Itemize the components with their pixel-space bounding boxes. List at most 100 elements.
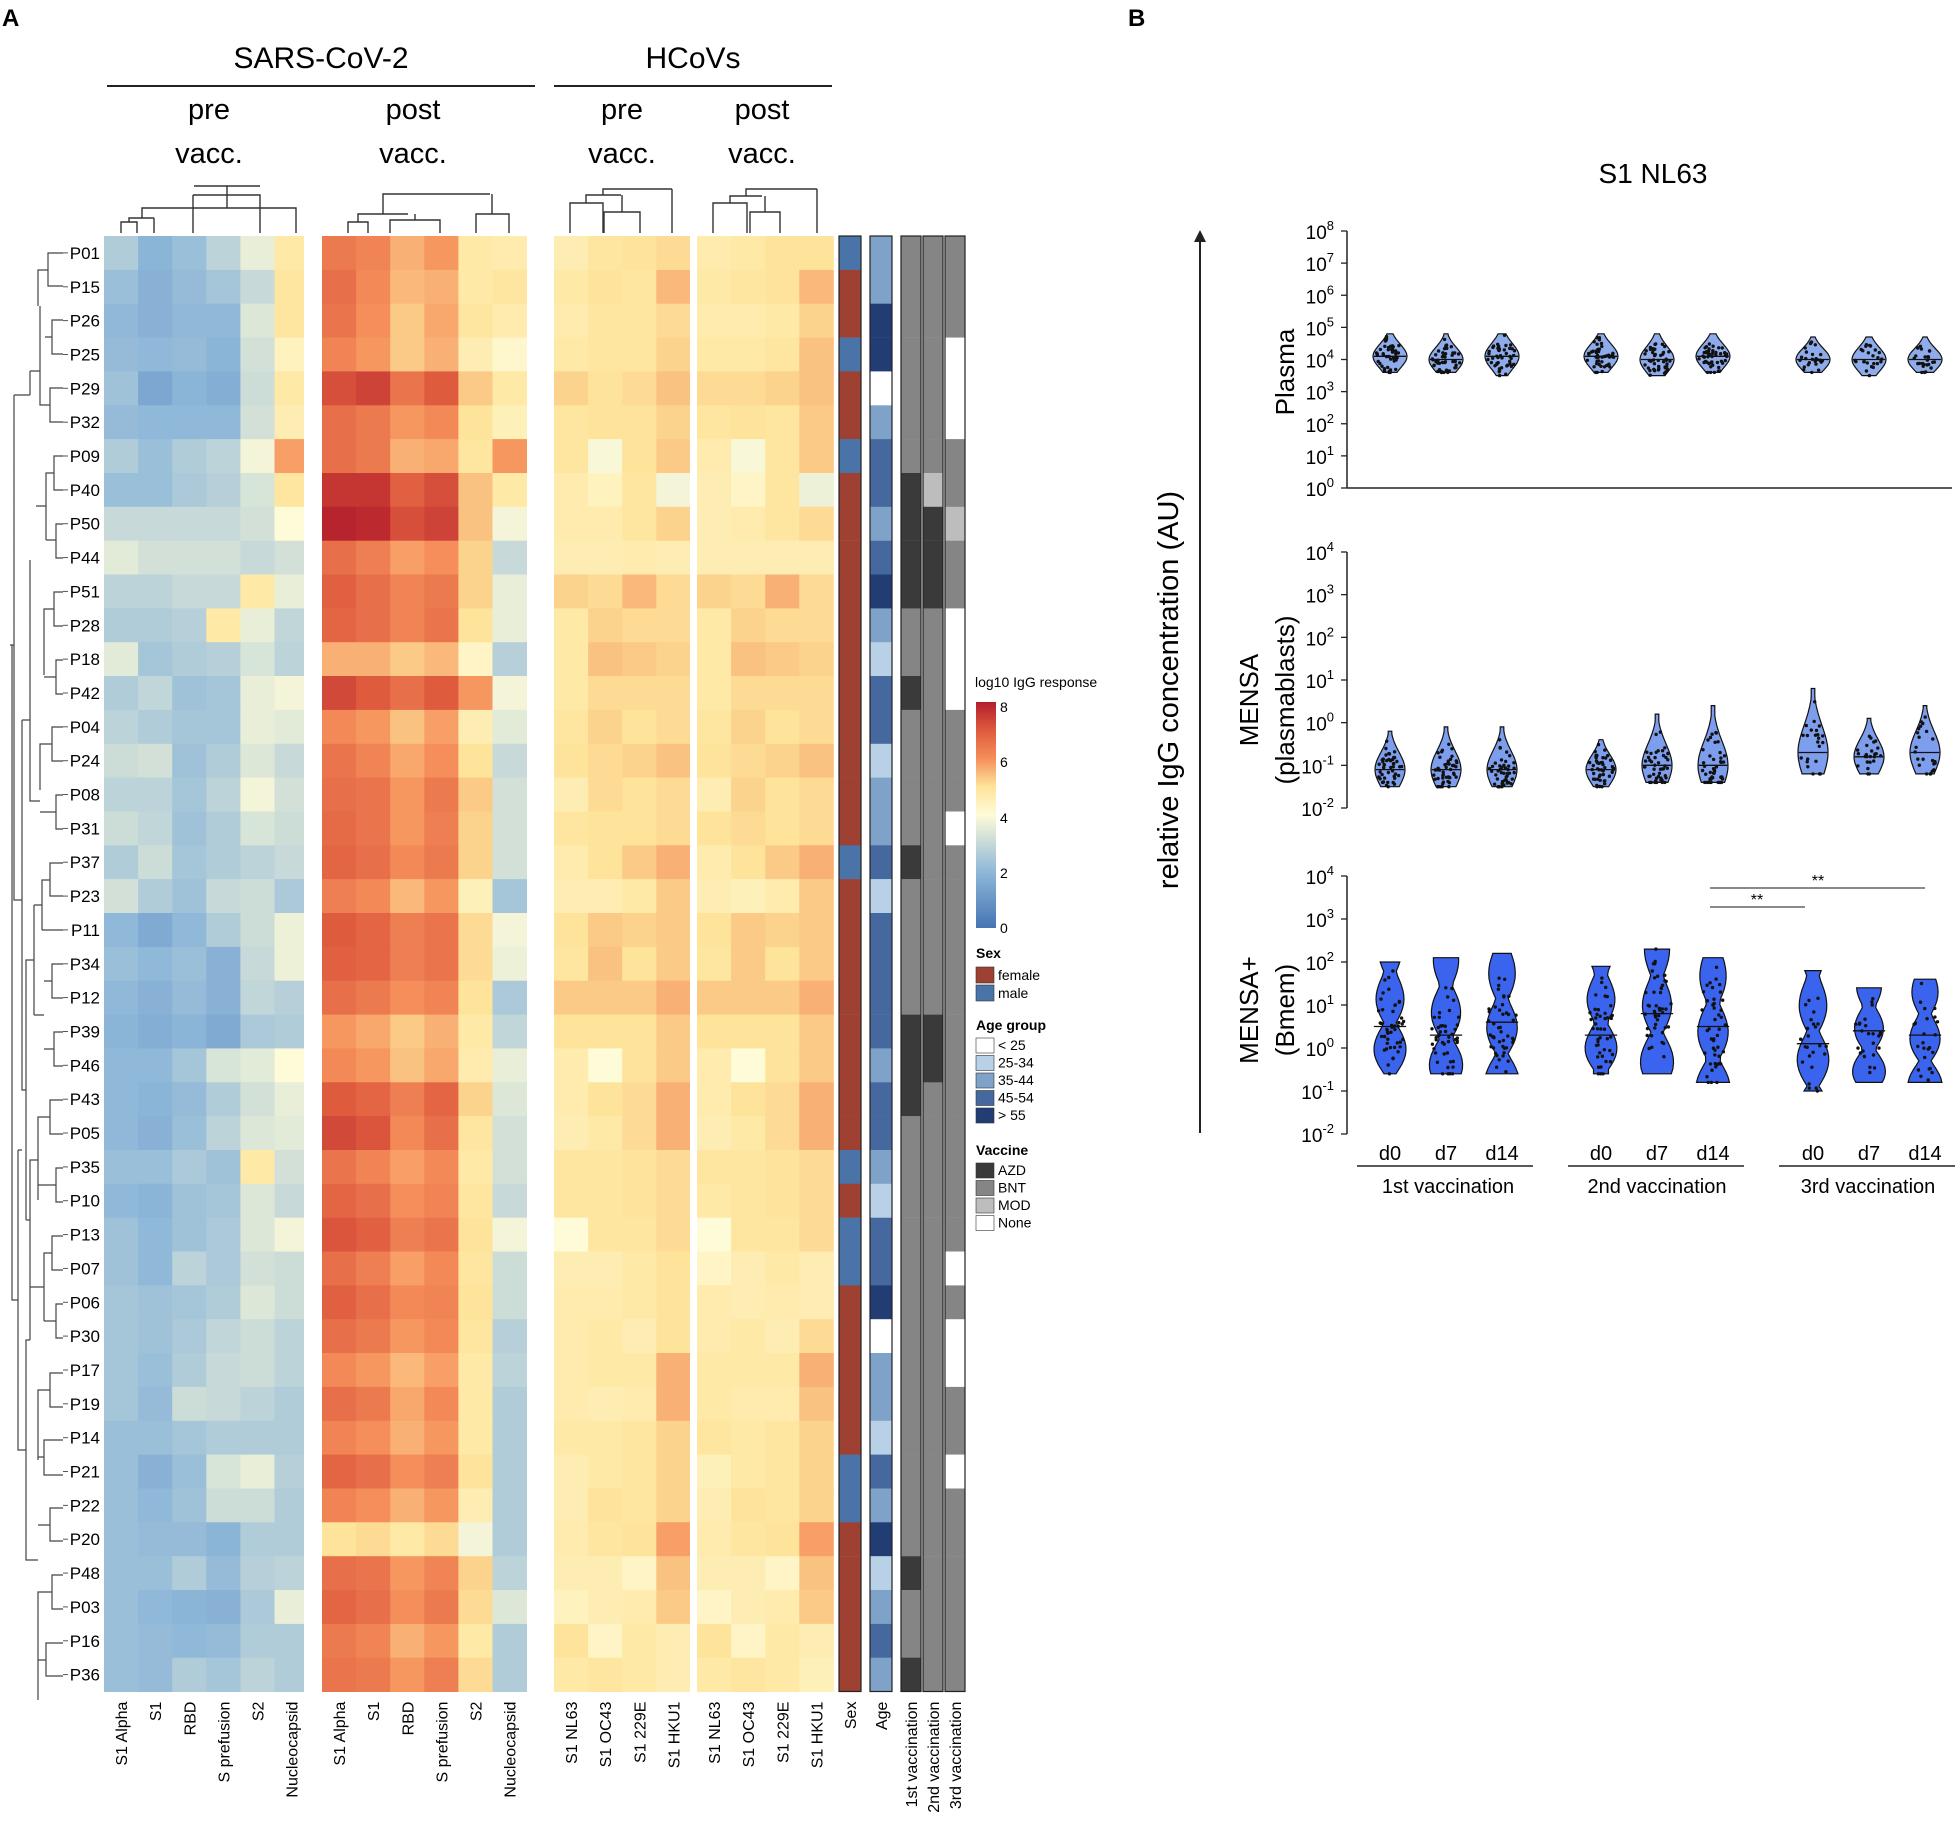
heatmap-cell (554, 1454, 589, 1489)
violin-point (1397, 1020, 1401, 1025)
annotation-cell (870, 1116, 892, 1151)
heatmap-cell (240, 236, 275, 271)
heatmap-cell (206, 269, 241, 305)
heatmap-cell (588, 1082, 623, 1117)
violin-point (1455, 1023, 1460, 1027)
heatmap-cell (390, 946, 425, 982)
heatmap-cell (390, 574, 425, 609)
violin-point (1442, 370, 1446, 375)
column-label: S1 NL63 (564, 1701, 581, 1763)
annotation-cell (870, 1251, 892, 1286)
heatmap-cell (765, 1251, 800, 1286)
violin-point (1710, 985, 1715, 990)
heatmap-cell (588, 303, 623, 338)
heatmap-cell (240, 439, 275, 474)
heatmap-cell (554, 1488, 589, 1523)
annotation-cell (839, 337, 861, 372)
heatmap-cell (206, 642, 241, 677)
violin-point (1510, 1036, 1515, 1041)
heatmap-cell (697, 1251, 732, 1286)
heatmap-cell (138, 980, 173, 1015)
violin-point (1660, 1011, 1665, 1015)
heatmap-cell (765, 405, 800, 440)
y-tick-label: 104 (1306, 539, 1334, 565)
heatmap-cell (138, 1590, 173, 1625)
violin-point (1595, 336, 1599, 340)
heatmap-cell (492, 676, 527, 711)
violin-point (1386, 770, 1391, 775)
annotation-cell (839, 709, 861, 744)
violin-point (1718, 982, 1722, 987)
violin-point (1399, 1016, 1404, 1020)
violin (1853, 717, 1885, 775)
heatmap-cell (322, 980, 357, 1015)
heatmap-cell (588, 506, 623, 542)
heatmap-cell (356, 845, 391, 880)
violin-point (1439, 1024, 1443, 1028)
annotation-cell (945, 1522, 965, 1557)
heatmap-cell (799, 1116, 834, 1151)
heatmap-cell (731, 1319, 766, 1354)
violin-point (1450, 1072, 1455, 1076)
violin-point (1448, 1060, 1453, 1064)
row-label: P40 (70, 481, 100, 500)
heatmap-cell (554, 506, 589, 542)
violin-point (1806, 363, 1811, 367)
violin-point (1710, 1068, 1714, 1072)
violin-point (1433, 777, 1437, 781)
violin-point (1913, 750, 1917, 754)
heatmap-cell (799, 845, 834, 880)
row-label: P16 (70, 1632, 100, 1651)
heatmap-cell (656, 913, 691, 948)
heatmap-cell (731, 1454, 766, 1489)
violin-point (1714, 965, 1719, 969)
heatmap-cell (458, 506, 493, 542)
violin-point (1603, 1011, 1607, 1015)
violin-point (1600, 344, 1604, 349)
violin-point (1662, 1055, 1666, 1059)
violin-point (1925, 1017, 1929, 1021)
heatmap-cell (731, 1082, 766, 1117)
violin-point (1872, 759, 1876, 763)
heatmap-cell (356, 371, 391, 406)
heatmap-cell (622, 371, 657, 406)
violin-point (1656, 761, 1661, 765)
y-tick-label: 103 (1306, 906, 1334, 932)
heatmap-cell (390, 1590, 425, 1625)
heatmap-cell (206, 946, 241, 982)
violin-point (1864, 344, 1868, 348)
heatmap-cell (424, 371, 459, 406)
heatmap-cell (390, 439, 425, 474)
violin-point (1702, 764, 1707, 768)
violin-point (1653, 1026, 1657, 1030)
violin-point (1503, 766, 1508, 770)
violin-point (1814, 362, 1818, 366)
violin-point (1450, 1032, 1454, 1037)
heatmap-cell (697, 371, 732, 406)
heatmap-cell (622, 608, 657, 643)
row-label-mensa-plus-2: (Bmem) (1270, 964, 1300, 1056)
y-tick-label: 100 (1306, 710, 1334, 736)
heatmap-cell (240, 743, 275, 779)
heatmap-cell (731, 946, 766, 982)
heatmap-cell (104, 845, 139, 880)
heatmap-cell (322, 574, 357, 609)
annotation-cell (945, 337, 965, 372)
heatmap-cell (731, 540, 766, 575)
heatmap-cell (356, 236, 391, 271)
heatmap-cell (588, 1488, 623, 1523)
heatmap-cell (492, 743, 527, 779)
heatmap-cell (390, 1150, 425, 1185)
annotation-track-label: 1st vaccination (904, 1702, 921, 1808)
heatmap-cell (424, 473, 459, 508)
heatmap-cell (492, 371, 527, 406)
heatmap-cell (799, 1217, 834, 1252)
violin-point (1400, 1022, 1404, 1026)
violin-point (1657, 771, 1662, 775)
colorbar-tick-4: 4 (1000, 810, 1008, 826)
violin-point (1653, 1015, 1658, 1019)
heatmap-cell (622, 811, 657, 846)
violin-point (1394, 352, 1398, 356)
violin-point (1493, 364, 1497, 368)
heatmap-cell (390, 1116, 425, 1151)
